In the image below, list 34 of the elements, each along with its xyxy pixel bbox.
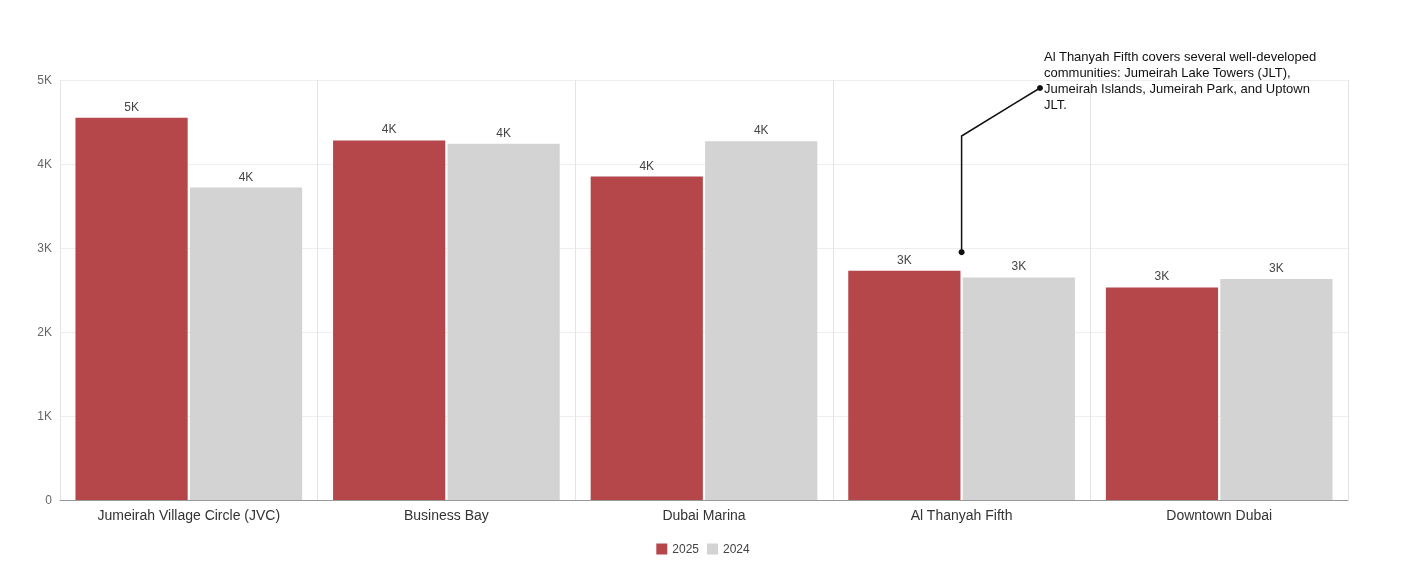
y-tick-label: 2K [37,325,52,339]
data-label: 4K [753,123,769,138]
data-label: 3K [1011,259,1027,274]
x-tick-label: Downtown Dubai [1166,507,1273,523]
legend-label: 2024 [723,542,751,556]
bar [333,140,446,500]
legend-label: 2025 [672,542,700,556]
data-label: 4K [496,125,511,140]
y-tick-label: 5K [37,73,52,87]
data-label: 5K [124,99,139,114]
y-tick-label: 4K [37,157,52,171]
x-tick-label: Business Bay [403,507,489,523]
data-label: 4K [381,122,397,137]
bar [705,141,818,500]
bar [1105,287,1219,500]
data-label: 4K [238,169,254,184]
data-label: 3K [1269,261,1284,276]
data-label: 3K [1154,269,1170,284]
x-tick-label: Jumeirah Village Circle (JVC) [97,507,281,523]
y-tick-label: 3K [37,241,52,255]
data-label: 4K [639,158,655,173]
bar [848,270,961,500]
bar [590,176,703,500]
y-tick-label: 0 [45,493,53,507]
bar [447,143,560,500]
y-tick-label: 1K [37,409,52,423]
bar [1220,279,1333,500]
bar [962,277,1075,500]
bar [75,117,188,500]
x-tick-label: Al Thanyah Fifth [910,507,1013,523]
annotation: Al Thanyah Fifth covers several well-developed communities: Jumeirah Lake Towers (JLT), Jumeirah Islands, Jumeirah Park, and Uptown JLT. [1044,48,1320,112]
x-tick-label: Dubai Marina [662,507,746,523]
data-label: 3K [897,252,912,267]
bar [189,187,303,500]
